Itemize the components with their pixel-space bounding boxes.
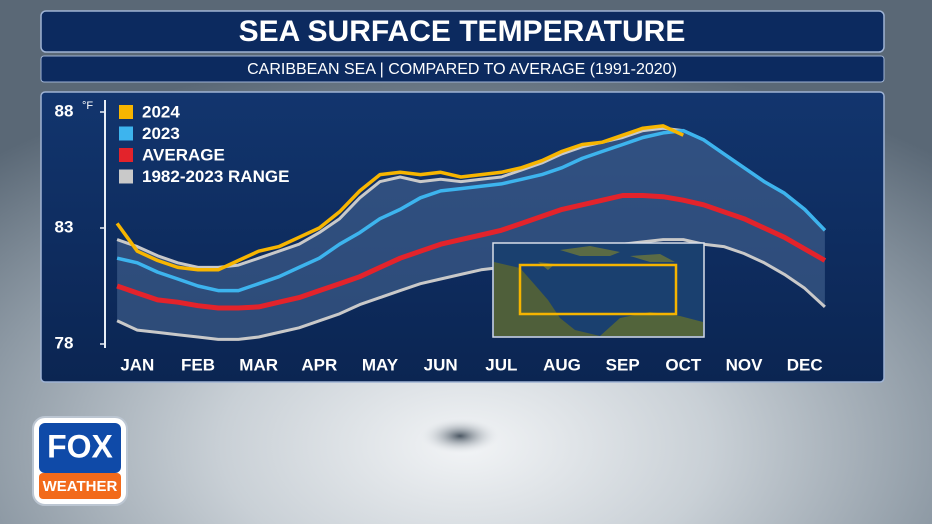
legend-label: AVERAGE: [142, 145, 225, 164]
x-tick-label: DEC: [787, 355, 823, 374]
range-low-line: [116, 238, 826, 341]
legend-swatch: [119, 169, 133, 184]
subtitle-bar: [40, 55, 885, 83]
legend-label: 2024: [142, 102, 180, 121]
legend-swatch: [119, 105, 133, 119]
chart-title: SEA SURFACE TEMPERATURE: [239, 15, 686, 48]
y-tick-label: 88: [55, 101, 74, 120]
plot: 78 83 88 JAN FEB MAR APR MAY JUN JUL AUG SEP OCT NOV D…: [55, 101, 827, 374]
logo: FOX WEATHER: [32, 416, 128, 506]
series-line: [115, 124, 685, 272]
legend-swatch: [119, 126, 133, 141]
chart-subtitle: CARIBBEAN SEA | COMPARED TO AVERAGE (199…: [247, 61, 677, 78]
legend-label: 2023: [142, 124, 180, 143]
x-tick-label: JAN: [120, 355, 154, 374]
series-line: [116, 128, 827, 293]
x-tick-label: JUL: [485, 355, 517, 374]
x-tick-label: MAY: [362, 355, 399, 374]
x-tick-label: JUN: [424, 355, 458, 374]
y-tick-label: 83: [55, 217, 74, 236]
x-tick-label: AUG: [543, 355, 581, 374]
x-tick-label: SEP: [606, 355, 640, 374]
legend-swatch: [119, 148, 133, 162]
inset-map: [492, 242, 705, 338]
x-tick-label: FEB: [181, 355, 215, 374]
storm-eye: [420, 418, 500, 454]
title-bar: [40, 10, 885, 53]
x-tick-label: MAR: [239, 355, 278, 374]
legend-label: 1982-2023 RANGE: [142, 167, 289, 186]
x-tick-label: APR: [301, 355, 337, 374]
y-tick-label: 78: [55, 333, 74, 352]
logo-fox: FOX: [47, 428, 113, 464]
x-tick-label: NOV: [726, 355, 764, 374]
logo-weather: WEATHER: [43, 478, 118, 495]
series-line: [116, 193, 827, 311]
range-band: [117, 128, 825, 340]
x-tick-label: OCT: [665, 355, 702, 374]
y-unit: °F: [82, 100, 93, 112]
